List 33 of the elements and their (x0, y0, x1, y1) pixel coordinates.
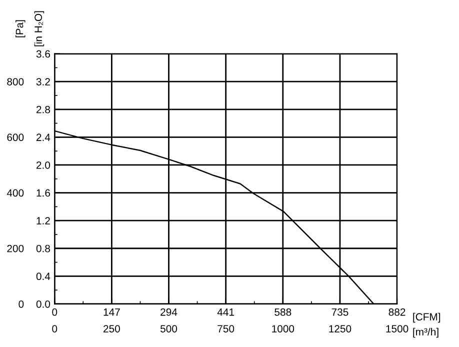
y-tick-label: 2.8 (36, 106, 50, 114)
x2-tick-label: 735 (332, 308, 348, 316)
y-tick-label: 3.6 (36, 50, 50, 58)
y2-tick-label: 800 (7, 78, 24, 86)
y2-tick-label: 200 (7, 244, 24, 252)
y2-tick-label: 400 (6, 189, 24, 197)
x-tick-label: 250 (104, 325, 120, 332)
y-tick-label: 1.6 (36, 189, 50, 197)
x2-tick-label: 882 (388, 308, 406, 316)
x-tick-label: 0 (52, 325, 58, 332)
x2-tick-label: 147 (104, 308, 120, 316)
x2-axis-title: [CFM] (413, 312, 440, 323)
y-tick-label: 2.4 (36, 134, 50, 141)
x-tick-label: 500 (160, 325, 178, 332)
y-axis-title: [in H₂O] (34, 11, 44, 46)
y-tick-label: 1.2 (36, 217, 50, 224)
y-tick-label: 3.2 (36, 78, 50, 86)
y2-axis-title: [Pa] (16, 20, 26, 38)
y-tick-label: 0.0 (36, 300, 50, 308)
x-tick-label: 1000 (272, 325, 294, 332)
y-tick-label: 0.8 (36, 244, 50, 252)
x-tick-label: 750 (218, 325, 234, 332)
y2-tick-label: 600 (7, 134, 24, 142)
x2-tick-label: 441 (217, 308, 234, 316)
y-tick-label: 2.0 (36, 161, 50, 169)
y2-tick-label: 0 (18, 300, 24, 308)
x-axis-title: [m³/h] (413, 328, 438, 338)
x2-tick-label: 588 (274, 308, 292, 316)
x2-tick-label: 294 (160, 308, 178, 316)
y-tick-label: 0.4 (36, 272, 50, 280)
x2-tick-label: 0 (52, 308, 58, 316)
x-tick-label: 1250 (329, 325, 352, 332)
x-tick-label: 1500 (386, 325, 408, 332)
